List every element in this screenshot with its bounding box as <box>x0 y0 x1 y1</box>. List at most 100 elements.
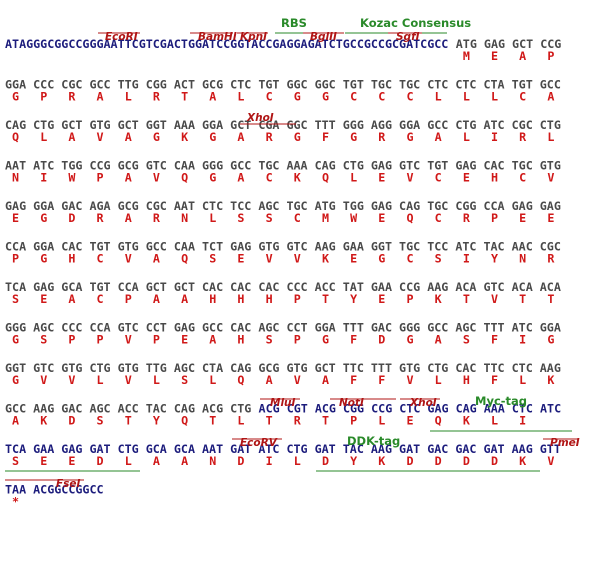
amino-acid: G <box>153 130 160 144</box>
amino-acid: C <box>97 252 104 266</box>
amino-acid: P <box>68 333 75 347</box>
amino-acid: Q <box>181 252 188 266</box>
amino-acid: R <box>547 252 555 266</box>
amino-acid: T <box>125 414 132 428</box>
amino-acid: D <box>406 454 413 468</box>
amino-acid: A <box>181 292 188 306</box>
amino-acid: P <box>491 211 498 225</box>
amino-acid: E <box>378 292 385 306</box>
amino-acid: H <box>237 333 244 347</box>
amino-acid: G <box>322 333 329 347</box>
amino-acid: A <box>237 171 244 185</box>
amino-acid: K <box>519 454 526 468</box>
amino-acid: S <box>266 333 273 347</box>
tag-label: RBS <box>281 16 307 30</box>
amino-acid: G <box>294 90 301 104</box>
amino-acid: D <box>322 454 329 468</box>
amino-acid: C <box>435 211 442 225</box>
dna-sequence: GGT GTC GTG CTG GTG TTG AGC CTA CAG GCG … <box>5 361 561 375</box>
amino-acid: S <box>12 454 19 468</box>
amino-acid: D <box>68 211 75 225</box>
amino-acid: D <box>435 454 442 468</box>
amino-acid: L <box>97 373 104 387</box>
amino-acid: T <box>209 414 216 428</box>
amino-acid: T <box>266 414 273 428</box>
amino-acid: A <box>125 171 132 185</box>
amino-acid: V <box>125 252 132 266</box>
amino-acid: V <box>406 373 413 387</box>
dna-sequence: GAG GGA GAC AGA GCG CGC AAT CTC TCC AGC … <box>5 199 561 213</box>
amino-acid: L <box>125 90 132 104</box>
site-label: EcoRV <box>240 437 278 449</box>
amino-acid: A <box>68 130 75 144</box>
amino-acid: A <box>435 333 442 347</box>
amino-acid: E <box>378 211 385 225</box>
amino-acid: L <box>435 90 442 104</box>
amino-acid: I <box>519 333 526 347</box>
amino-acid: E <box>237 252 244 266</box>
amino-acid: E <box>12 211 19 225</box>
amino-acid: E <box>350 252 357 266</box>
amino-acid: G <box>350 130 357 144</box>
amino-acid: S <box>12 292 19 306</box>
amino-acid: G <box>322 90 329 104</box>
amino-acid: E <box>181 333 188 347</box>
dna-sequence: ATG GAG GCT CCG <box>456 37 562 51</box>
amino-acid: A <box>68 292 75 306</box>
amino-acid: T <box>181 90 188 104</box>
dna-sequence: TCA GAG GCA TGT CCA GCT GCT CAC CAC CAC … <box>5 280 561 294</box>
amino-acid: C <box>519 90 526 104</box>
amino-acid: A <box>322 373 329 387</box>
amino-acid: T <box>519 292 526 306</box>
amino-acid: Q <box>181 414 188 428</box>
amino-acid: H <box>463 373 470 387</box>
amino-acid: S <box>435 252 442 266</box>
amino-acid: L <box>378 414 385 428</box>
dna-sequence: TCA GAA GAG GAT CTG GCA GCA AAT GAT ATC … <box>5 442 561 456</box>
amino-acid: A <box>153 292 160 306</box>
amino-acid: R <box>153 90 161 104</box>
amino-acid: C <box>406 252 413 266</box>
amino-acid: D <box>97 454 104 468</box>
amino-acid: L <box>209 373 216 387</box>
site-label: BamHI <box>198 31 237 43</box>
amino-acid: V <box>406 171 413 185</box>
amino-acid: H <box>209 292 216 306</box>
amino-acid: Q <box>181 171 188 185</box>
amino-acid: T <box>322 414 329 428</box>
amino-acid: E <box>491 49 498 63</box>
amino-acid: W <box>350 211 358 225</box>
amino-acid: V <box>68 373 75 387</box>
amino-acid: L <box>40 130 47 144</box>
amino-acid: P <box>294 333 301 347</box>
amino-acid: S <box>40 333 47 347</box>
amino-acid: A <box>519 49 526 63</box>
dna-sequence: GCC AAG GAC AGC ACC TAC CAG ACG CTG <box>5 402 251 416</box>
amino-acid: N <box>181 211 188 225</box>
amino-acid: L <box>237 90 244 104</box>
amino-acid: L <box>491 90 498 104</box>
amino-acid: I <box>463 252 470 266</box>
amino-acid: A <box>237 130 244 144</box>
amino-acid: V <box>125 333 132 347</box>
amino-acid: E <box>547 211 554 225</box>
amino-acid: G <box>12 333 19 347</box>
site-label: KpnI <box>240 31 267 43</box>
amino-acid: R <box>463 211 471 225</box>
amino-acid: L <box>519 373 526 387</box>
amino-acid: I <box>491 130 498 144</box>
amino-acid: * <box>12 495 19 509</box>
amino-acid: K <box>378 454 385 468</box>
amino-acid: S <box>463 333 470 347</box>
amino-acid: L <box>547 130 554 144</box>
amino-acid: T <box>322 292 329 306</box>
amino-acid: P <box>406 292 413 306</box>
amino-acid: P <box>40 90 47 104</box>
amino-acid: C <box>266 171 273 185</box>
amino-acid: G <box>209 171 216 185</box>
amino-acid: E <box>40 292 47 306</box>
site-label: MluI <box>270 397 296 409</box>
amino-acid: L <box>125 454 132 468</box>
amino-acid: Q <box>12 130 19 144</box>
amino-acid: G <box>406 130 413 144</box>
